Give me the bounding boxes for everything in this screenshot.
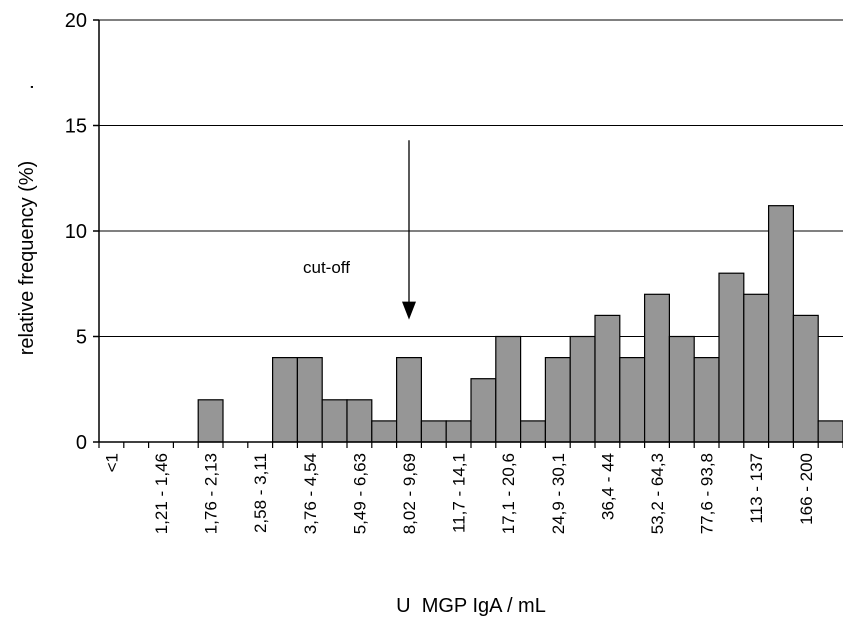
- bar: [396, 357, 423, 443]
- bar: [346, 399, 373, 443]
- x-tick-label: 24,9 - 30,1: [549, 453, 568, 534]
- y-tick-label: 0: [76, 432, 87, 454]
- y-axis-label-suffix: .: [16, 84, 38, 90]
- bar: [718, 272, 745, 443]
- y-ticks: 0 5 10 15 20: [65, 10, 99, 454]
- bar: [643, 293, 670, 443]
- bar: [495, 335, 522, 443]
- x-tick-label: 113 - 137: [747, 453, 766, 524]
- bar: [817, 420, 843, 443]
- bar: [470, 378, 497, 443]
- x-tick-label: 77,6 - 93,8: [698, 453, 717, 534]
- bar: [445, 420, 472, 443]
- bar: [420, 420, 447, 443]
- cutoff-arrow-head: [402, 301, 416, 320]
- x-tick-label: 11,7 - 14,1: [450, 453, 469, 533]
- bar: [693, 357, 720, 443]
- cutoff-label: cut-off: [303, 258, 350, 277]
- x-tick-label: 36,4 - 44: [598, 453, 617, 520]
- x-tick-label: 53,2 - 64,3: [648, 453, 667, 534]
- bar: [272, 357, 299, 443]
- x-tick-label: 17,1 - 20,6: [499, 453, 518, 534]
- bar: [668, 335, 695, 443]
- bar: [594, 314, 621, 443]
- bar: [321, 399, 348, 443]
- bar: [743, 293, 770, 443]
- bar: [767, 205, 794, 443]
- bar: [569, 335, 596, 443]
- x-tick-label: 8,02 - 9,69: [400, 453, 419, 534]
- annotation: cut-off: [303, 140, 416, 320]
- x-ticks: <1 1,21 - 1,46 1,76 - 2,13 2,58 - 3,11 3,76 …: [98, 442, 843, 534]
- x-tick-label: <1: [102, 453, 121, 472]
- x-axis-label: U MGP IgA / mL: [396, 595, 546, 617]
- bar: [544, 357, 571, 443]
- bar: [371, 420, 398, 443]
- y-tick-label: 15: [65, 116, 87, 138]
- y-tick-label: 5: [76, 327, 87, 349]
- bars: [197, 205, 843, 443]
- x-tick-label: 1,21 - 1,46: [152, 453, 171, 534]
- x-tick-label: 2,58 - 3,11: [251, 453, 270, 533]
- bar: [296, 357, 323, 443]
- bar: [519, 420, 546, 443]
- x-tick-label: 166 - 200: [797, 453, 816, 525]
- bar: [197, 399, 224, 443]
- x-tick-label: 5,49 - 6,63: [350, 453, 369, 534]
- x-tick-label: 3,76 - 4,54: [301, 453, 320, 534]
- y-tick-label: 20: [65, 10, 87, 32]
- x-tick-label: 1,76 - 2,13: [202, 453, 221, 534]
- y-tick-label: 10: [65, 221, 87, 243]
- bar: [792, 314, 819, 443]
- y-axis-label: relative frequency (%): [16, 161, 38, 356]
- bar: [619, 357, 646, 443]
